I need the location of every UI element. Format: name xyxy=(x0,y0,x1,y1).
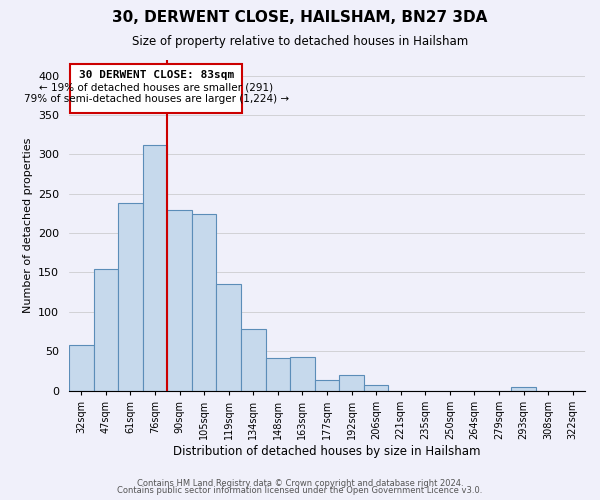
Bar xyxy=(69,345,94,391)
Bar xyxy=(339,375,364,390)
Bar xyxy=(94,268,118,390)
Bar xyxy=(290,358,314,390)
Bar xyxy=(167,210,192,390)
Bar xyxy=(118,203,143,390)
Text: 30, DERWENT CLOSE, HAILSHAM, BN27 3DA: 30, DERWENT CLOSE, HAILSHAM, BN27 3DA xyxy=(112,10,488,25)
Text: 30 DERWENT CLOSE: 83sqm: 30 DERWENT CLOSE: 83sqm xyxy=(79,70,234,80)
Text: 79% of semi-detached houses are larger (1,224) →: 79% of semi-detached houses are larger (… xyxy=(23,94,289,104)
Bar xyxy=(217,284,241,391)
Text: Contains HM Land Registry data © Crown copyright and database right 2024.: Contains HM Land Registry data © Crown c… xyxy=(137,478,463,488)
Bar xyxy=(364,385,388,390)
Bar xyxy=(70,64,242,112)
Bar xyxy=(511,388,536,390)
Bar xyxy=(266,358,290,390)
Bar xyxy=(192,214,217,390)
Bar xyxy=(241,329,266,390)
Y-axis label: Number of detached properties: Number of detached properties xyxy=(23,138,32,313)
Bar xyxy=(314,380,339,390)
X-axis label: Distribution of detached houses by size in Hailsham: Distribution of detached houses by size … xyxy=(173,444,481,458)
Text: ← 19% of detached houses are smaller (291): ← 19% of detached houses are smaller (29… xyxy=(39,83,273,93)
Bar xyxy=(143,145,167,390)
Text: Size of property relative to detached houses in Hailsham: Size of property relative to detached ho… xyxy=(132,35,468,48)
Text: Contains public sector information licensed under the Open Government Licence v3: Contains public sector information licen… xyxy=(118,486,482,495)
